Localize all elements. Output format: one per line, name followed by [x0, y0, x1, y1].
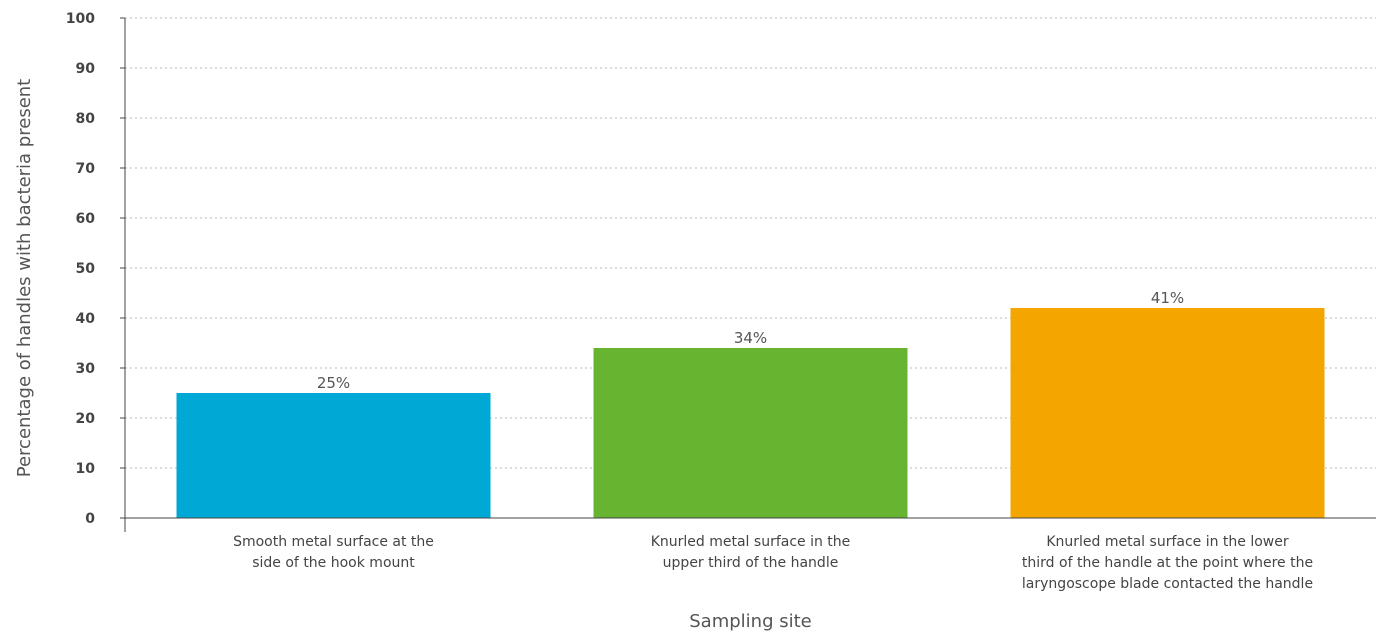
y-tick-label: 20 — [76, 411, 96, 427]
y-tick-label: 60 — [76, 211, 96, 227]
y-tick-label: 90 — [76, 61, 96, 77]
bar-1 — [176, 393, 491, 518]
y-tick-label: 80 — [76, 111, 96, 127]
x-axis-title: Sampling site — [689, 611, 811, 632]
bar-2 — [593, 348, 908, 518]
x-axis-ticks: Smooth metal surface at the side of the h… — [233, 534, 1313, 592]
x-tick-label-1: Smooth metal surface at the side of the h… — [233, 534, 434, 571]
y-tick-label: 100 — [66, 11, 95, 27]
data-label-3: 41% — [1151, 289, 1184, 307]
data-labels: 25% 34% 41% — [317, 289, 1184, 392]
bars — [176, 308, 1325, 518]
y-axis-ticks: 0 10 20 30 40 50 60 70 80 90 100 — [66, 11, 125, 527]
y-tick-label: 70 — [76, 161, 96, 177]
y-tick-label: 30 — [76, 361, 96, 377]
y-tick-label: 40 — [76, 311, 96, 327]
y-tick-label: 10 — [76, 461, 96, 477]
y-axis-title: Percentage of handles with bacteria pres… — [14, 79, 35, 477]
bar-3 — [1010, 308, 1325, 518]
x-tick-label-3: Knurled metal surface in the lower third … — [1022, 534, 1313, 592]
x-tick-label-2: Knurled metal surface in the upper third … — [651, 534, 851, 571]
y-tick-label: 50 — [76, 261, 96, 277]
data-label-1: 25% — [317, 374, 350, 392]
y-tick-label: 0 — [85, 511, 95, 527]
data-label-2: 34% — [734, 329, 767, 347]
